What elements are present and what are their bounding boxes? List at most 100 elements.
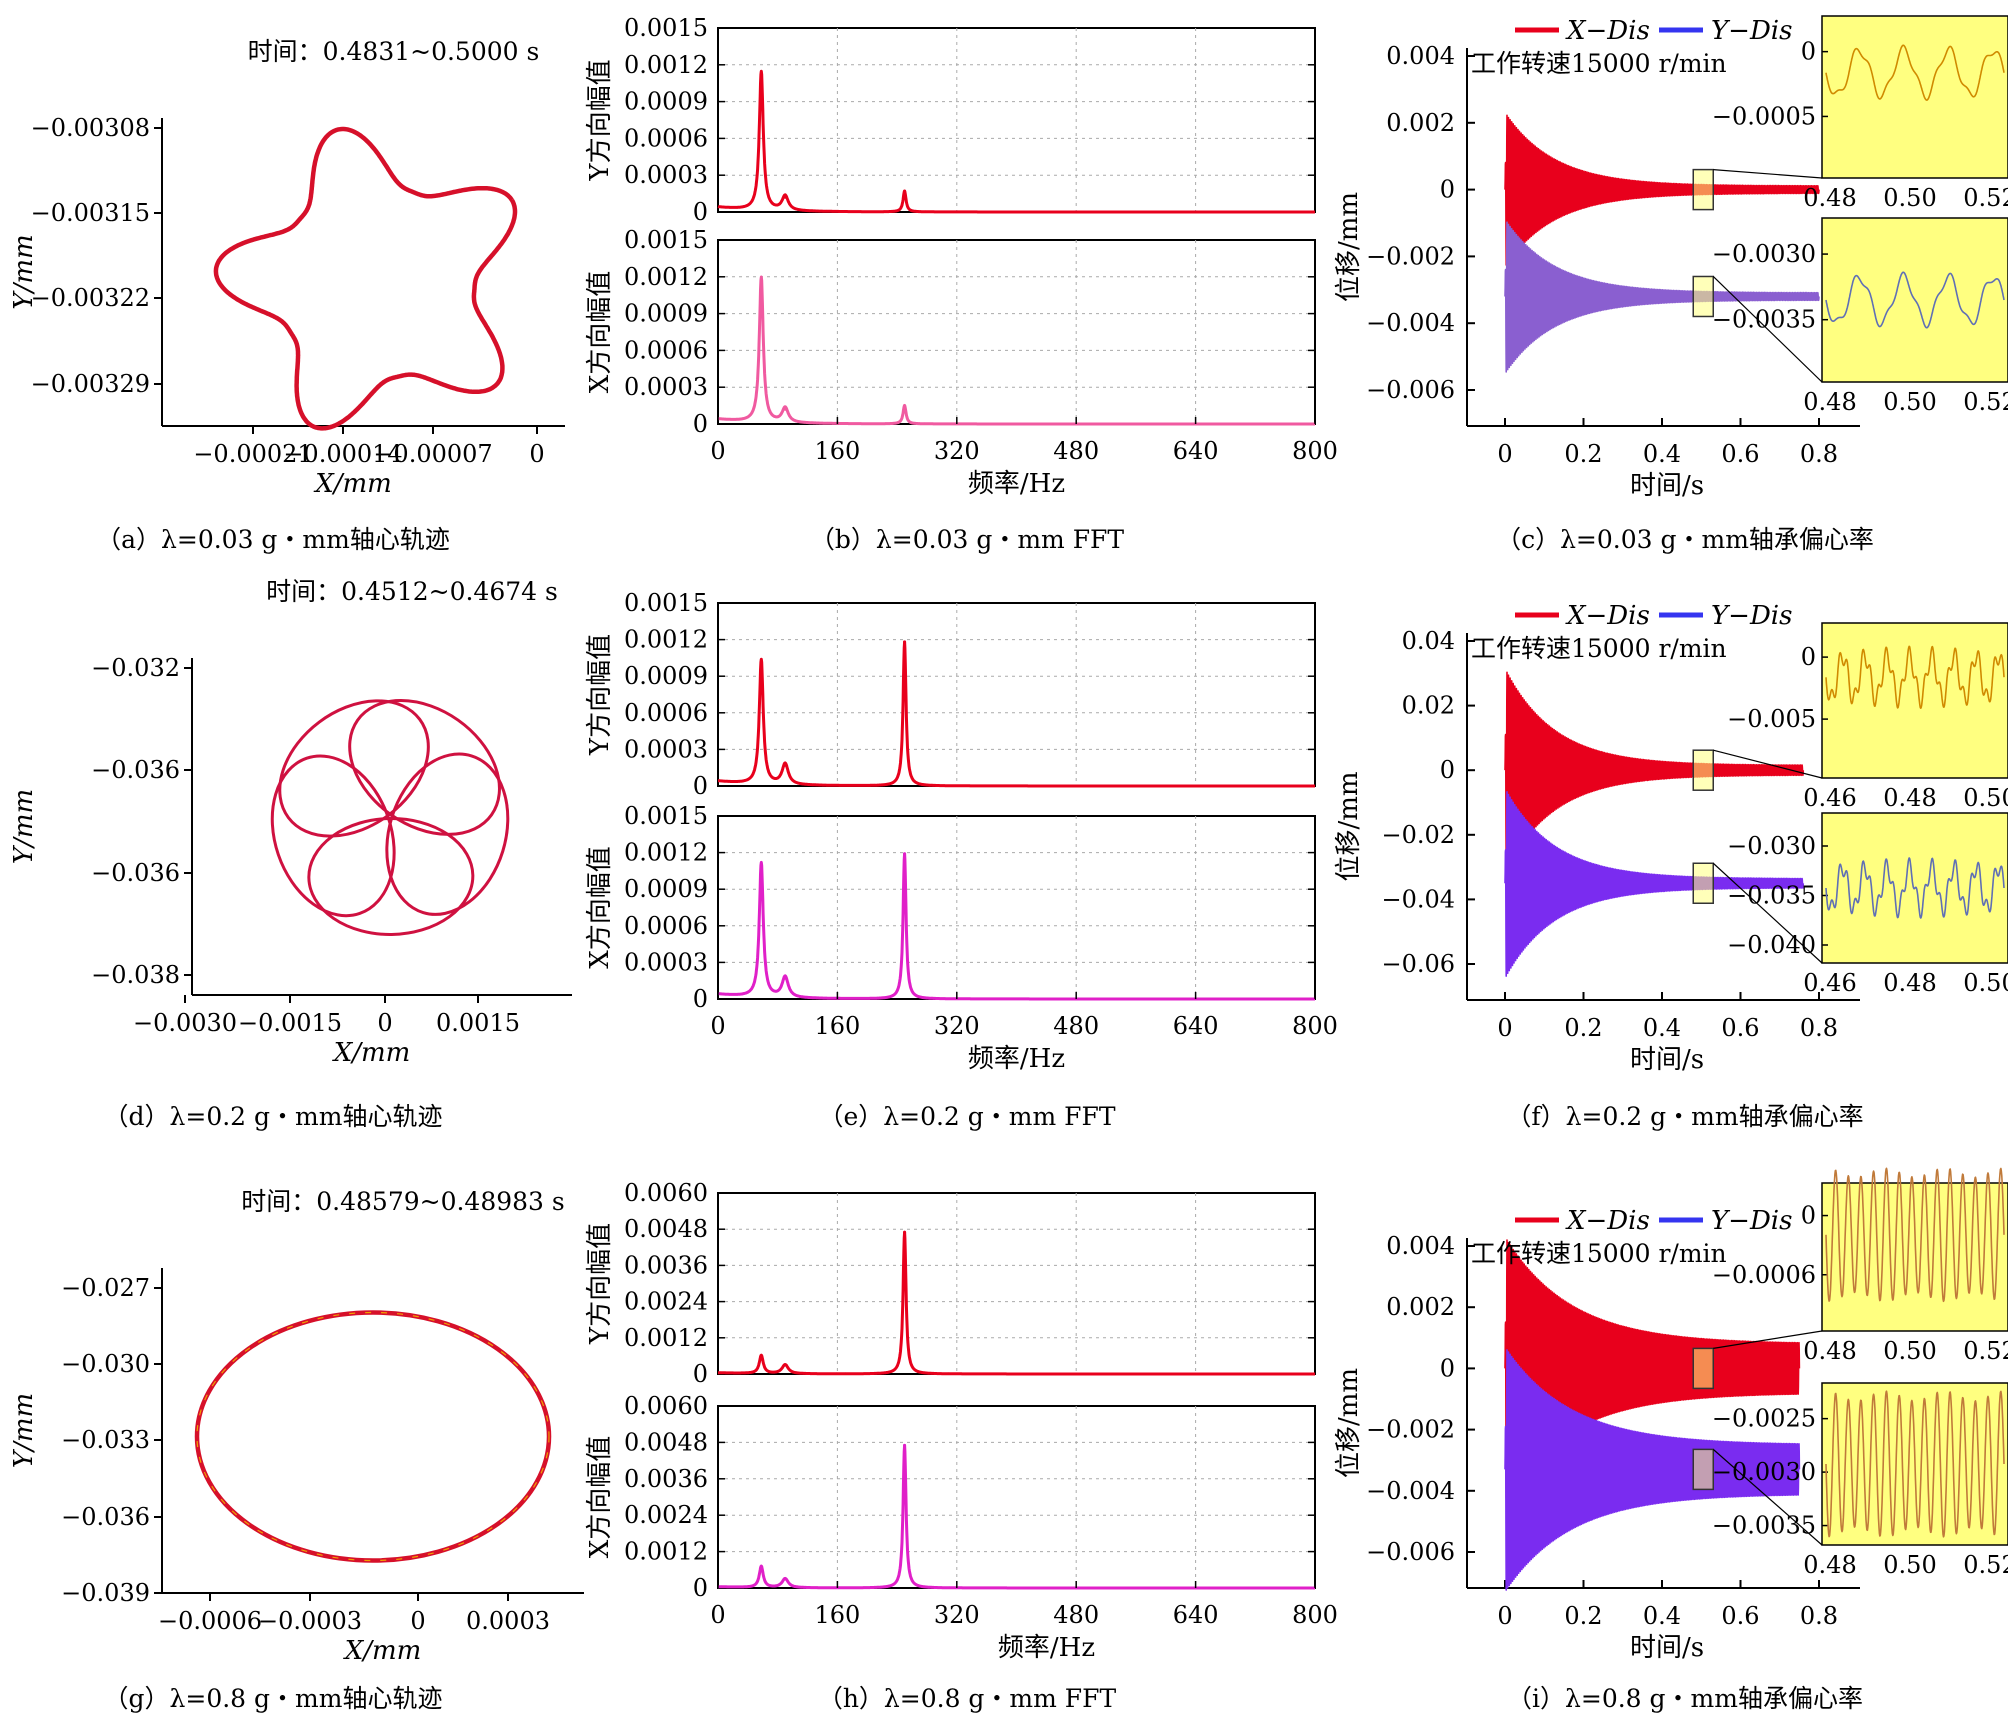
- x-dis-line: [1504, 671, 1805, 871]
- x-tick-label: 320: [934, 1012, 980, 1040]
- inset-x-tick-label: 0.48: [1803, 1551, 1856, 1579]
- x-tick-label: 0.6: [1721, 440, 1759, 468]
- fft-plot: 0.0015 0.0012 0.0009 0.0006 0.0003 0 X方向幅值 0 160…: [585, 802, 1338, 1074]
- y-tick-label: 0.0003: [624, 161, 708, 189]
- y-tick-label: 0.0024: [624, 1501, 708, 1529]
- speed-note: 工作转速15000 r/min: [1471, 49, 1727, 78]
- y-axis-label: Y方向幅值: [585, 59, 615, 181]
- y-tick-label: −0.006: [1366, 1538, 1455, 1566]
- y-tick-label: −0.030: [61, 1350, 150, 1378]
- y-axis-label: Y方向幅值: [585, 634, 615, 756]
- spectrum-peak: [783, 763, 787, 767]
- inset-y-tick-label: −0.030: [1727, 832, 1816, 860]
- x-tick-label: 0.0015: [436, 1009, 520, 1037]
- orbit-ellipse-trace: [196, 1311, 550, 1562]
- zoom-box: [1692, 1448, 1714, 1491]
- y-tick-label: 0.002: [1386, 1293, 1455, 1321]
- x-tick-label: 640: [1173, 1012, 1219, 1040]
- y-axis-label: 位移/mm: [1334, 1368, 1364, 1478]
- x-tick-label: 480: [1053, 1601, 1099, 1629]
- zoom-box: [1692, 1347, 1714, 1390]
- spectrum-peak: [759, 1354, 763, 1358]
- x-tick-label: 0.6: [1721, 1014, 1759, 1042]
- x-tick-label: 160: [814, 1601, 860, 1629]
- spectrum-peak: [903, 852, 907, 856]
- y-dis-line: [1504, 1349, 1801, 1591]
- x-tick-label: 0.0003: [466, 1607, 550, 1635]
- x-tick-label: 800: [1292, 437, 1338, 465]
- fft-plot: 0.0015 0.0012 0.0009 0.0006 0.0003 0 Y方向幅值: [585, 589, 1317, 800]
- inset-y-tick-label: −0.0035: [1712, 306, 1816, 334]
- zoom-inset: 0 −0.0005 0.48 0.50 0.52: [1712, 15, 2008, 212]
- inset-x-tick-label: 0.52: [1963, 1337, 2008, 1365]
- y-axis-label: X方向幅值: [585, 271, 615, 394]
- plot-frame: [717, 1192, 1316, 1375]
- x-tick-label: 800: [1292, 1012, 1338, 1040]
- inset-y-tick-label: −0.0030: [1712, 240, 1816, 268]
- y-tick-label: 0.0012: [624, 263, 708, 291]
- x-tick-label: 0: [710, 1601, 725, 1629]
- spectrum-peak: [903, 640, 907, 644]
- inset-line: [1825, 44, 2005, 101]
- y-axis-label: X方向幅值: [585, 846, 615, 969]
- inset-x-tick-label: 0.52: [1963, 184, 2008, 212]
- y-tick-label: 0.0006: [624, 336, 708, 364]
- x-tick-label: 0: [529, 440, 544, 468]
- inset-y-tick-label: −0.0005: [1712, 102, 1816, 130]
- inset-y-tick-label: 0: [1801, 38, 1816, 66]
- inset-x-tick-label: 0.52: [1963, 388, 2008, 416]
- y-tick-label: 0.0003: [624, 373, 708, 401]
- eccentricity-plot: 0.004 0.002 0 −0.002 −0.004 −0.006 0 0.2 0.4 0.6 0…: [1334, 15, 2008, 501]
- panel-caption: （a）λ=0.03 g・mm轴心轨迹: [96, 525, 450, 554]
- y-tick-label: 0: [693, 198, 708, 226]
- inset-frame: [1821, 622, 2008, 779]
- y-tick-label: 0.0003: [624, 735, 708, 763]
- inset-line: [1825, 1167, 2005, 1303]
- y-tick-label: 0.0012: [624, 1324, 708, 1352]
- zoom-box: [1692, 862, 1714, 904]
- legend-y-label: Y−Dis: [1711, 601, 1792, 631]
- panel-caption: （e）λ=0.2 g・mm FFT: [818, 1102, 1115, 1131]
- inset-x-tick-label: 0.46: [1803, 969, 1856, 997]
- inset-x-tick-label: 0.46: [1803, 784, 1856, 812]
- fft-plot: 0.0060 0.0048 0.0036 0.0024 0.0012 0 Y方向幅值: [585, 1179, 1317, 1388]
- inset-x-tick-label: 0.48: [1803, 184, 1856, 212]
- zoom-box: [1692, 168, 1714, 211]
- y-tick-label: −0.033: [61, 1426, 150, 1454]
- y-tick-label: −0.004: [1366, 309, 1455, 337]
- y-tick-label: 0.0015: [624, 802, 708, 830]
- inset-x-tick-label: 0.50: [1883, 1337, 1936, 1365]
- y-tick-label: 0: [693, 772, 708, 800]
- spectrum-peak: [759, 277, 763, 281]
- x-tick-label: 160: [814, 437, 860, 465]
- y-tick-label: 0.0006: [624, 699, 708, 727]
- inset-frame: [1821, 15, 2008, 179]
- spectrum-peak: [783, 407, 787, 411]
- y-tick-label: 0: [693, 985, 708, 1013]
- inset-y-tick-label: 0: [1801, 1202, 1816, 1230]
- x-axis-label: 频率/Hz: [998, 1633, 1095, 1663]
- time-range-note: 时间：0.4512~0.4674 s: [266, 577, 558, 606]
- x-tick-label: 0: [1497, 1602, 1512, 1630]
- y-tick-label: 0.0060: [624, 1392, 708, 1420]
- inset-y-tick-label: −0.0025: [1712, 1405, 1816, 1433]
- y-axis-label: X方向幅值: [585, 1436, 615, 1559]
- y-tick-label: 0.0006: [624, 124, 708, 152]
- x-tick-label: 160: [814, 1012, 860, 1040]
- inset-x-tick-label: 0.48: [1803, 1337, 1856, 1365]
- legend-y-label: Y−Dis: [1711, 16, 1792, 46]
- fft-plot: 0.0015 0.0012 0.0009 0.0006 0.0003 0 Y方向幅值: [585, 14, 1317, 226]
- y-tick-label: −0.00322: [31, 284, 150, 312]
- inset-y-tick-label: −0.0006: [1712, 1261, 1816, 1289]
- legend-x-label: X−Dis: [1565, 1206, 1650, 1236]
- x-tick-label: 480: [1053, 437, 1099, 465]
- x-tick-label: 0: [710, 437, 725, 465]
- x-tick-label: 0: [377, 1009, 392, 1037]
- spectrum-peak: [759, 660, 763, 664]
- y-axis-label: Y方向幅值: [585, 1223, 615, 1345]
- zoom-inset: 0 −0.005 0.46 0.48 0.50: [1727, 622, 2008, 812]
- y-axis-label: 位移/mm: [1334, 192, 1364, 302]
- plot-frame: [717, 602, 1316, 787]
- x-tick-label: 0.4: [1643, 1014, 1681, 1042]
